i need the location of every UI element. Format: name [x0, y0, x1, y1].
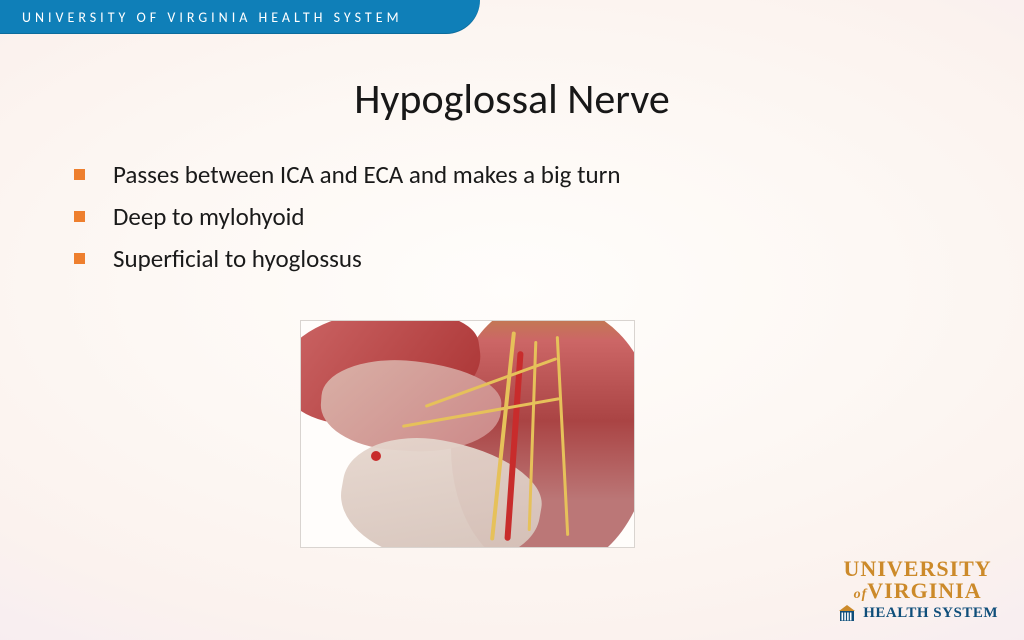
header-banner-text: UNIVERSITY OF VIRGINIA HEALTH SYSTEM — [22, 9, 403, 26]
rotunda-icon — [837, 604, 857, 622]
bullet-item: Superficial to hyoglossus — [74, 242, 964, 276]
logo-subline: HEALTH SYSTEM — [837, 604, 998, 622]
logo-university-line: UNIVERSITY ofVIRGINIA — [837, 558, 998, 602]
logo-text: VIRGINIA — [867, 578, 981, 603]
artery-branch — [371, 451, 381, 461]
bullet-marker-icon — [74, 211, 85, 222]
header-banner: UNIVERSITY OF VIRGINIA HEALTH SYSTEM — [0, 0, 480, 34]
footer-logo: UNIVERSITY ofVIRGINIA HEALTH SYSTEM — [837, 558, 998, 622]
slide: UNIVERSITY OF VIRGINIA HEALTH SYSTEM Hyp… — [0, 0, 1024, 640]
bullet-item: Passes between ICA and ECA and makes a b… — [74, 158, 964, 192]
slide-title: Hypoglossal Nerve — [0, 74, 1024, 125]
bullet-list: Passes between ICA and ECA and makes a b… — [74, 158, 964, 283]
bullet-marker-icon — [74, 253, 85, 264]
bullet-text: Deep to mylohyoid — [113, 200, 305, 234]
logo-of: of — [854, 587, 868, 602]
bullet-text: Superficial to hyoglossus — [113, 242, 362, 276]
bullet-item: Deep to mylohyoid — [74, 200, 964, 234]
bullet-text: Passes between ICA and ECA and makes a b… — [113, 158, 620, 192]
bullet-marker-icon — [74, 169, 85, 180]
anatomy-illustration — [300, 320, 635, 548]
logo-health-system: HEALTH SYSTEM — [863, 606, 998, 621]
